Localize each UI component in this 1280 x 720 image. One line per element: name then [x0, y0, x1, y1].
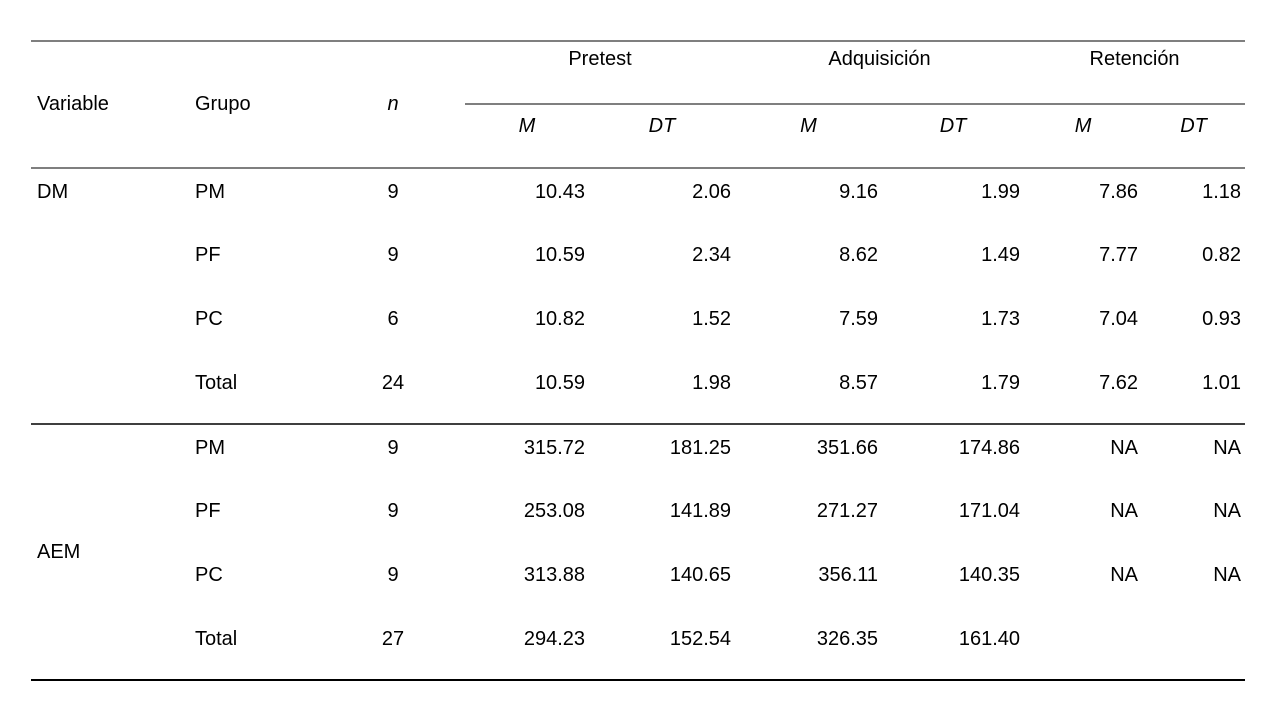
header-pretest-dt: DT: [589, 104, 736, 169]
cell-adq-dt: 1.73: [981, 308, 1021, 330]
cell-adq-dt: 174.86: [958, 437, 1021, 459]
cell-grupo: PF: [195, 244, 221, 266]
spanner-header-row: Variable Grupo n Pretest Adquisición Ret…: [31, 41, 1246, 169]
cell-pretest-dt: 141.89: [669, 500, 732, 522]
cell-ret-m: NA: [1110, 500, 1139, 522]
cell-grupo: PF: [195, 500, 221, 522]
cell-grupo: PM: [195, 181, 225, 203]
cell-adq-dt: 140.35: [958, 564, 1021, 586]
table-row: PC 6 10.82 1.52 7.59 1.73 7.04 0.93: [31, 296, 1245, 360]
cell-grupo: PC: [195, 308, 223, 330]
cell-pretest-m: 10.59: [534, 244, 585, 266]
cell-ret-m: 7.77: [1099, 244, 1139, 266]
cell-n: 24: [321, 360, 465, 425]
cell-ret-m: NA: [1110, 564, 1139, 586]
cell-ret-dt: 0.82: [1202, 244, 1242, 266]
table-row-total-aem: Total 27 294.23 152.54 326.35 161.40: [31, 616, 1245, 680]
cell-adq-dt: 1.99: [981, 181, 1021, 203]
cell-ret-dt: NA: [1213, 500, 1242, 522]
cell-ret-dt: NA: [1213, 437, 1242, 459]
cell-n: 6: [387, 308, 399, 330]
cell-adq-m: 9.16: [839, 181, 879, 203]
cell-adq-m: 351.66: [816, 437, 879, 459]
cell-adq-dt: 1.79: [882, 360, 1025, 425]
header-adq-m: M: [735, 104, 883, 169]
cell-pretest-m: 313.88: [523, 564, 585, 586]
cell-grupo: Total: [195, 628, 238, 650]
table-row-total-dm: Total 24 10.59 1.98 8.57 1.79 7.62 1.01: [31, 360, 1246, 425]
cell-variable-aem: AEM: [37, 540, 81, 563]
cell-grupo: PM: [195, 437, 225, 459]
cell-pretest-m: 10.59: [465, 360, 589, 425]
cell-ret-m: [1024, 616, 1142, 680]
spanner-adquisicion: Adquisición: [735, 41, 1025, 105]
cell-pretest-dt: 2.06: [692, 181, 732, 203]
cell-ret-dt: 1.01: [1142, 360, 1246, 425]
spanner-pretest: Pretest: [465, 41, 736, 105]
table-header: Variable Grupo n Pretest Adquisición Ret…: [31, 41, 1246, 169]
cell-n: 27: [381, 628, 405, 650]
cell-ret-m: 7.04: [1099, 308, 1139, 330]
cell-pretest-dt: 140.65: [669, 564, 732, 586]
cell-pretest-m: 315.72: [523, 437, 585, 459]
cell-adq-dt: 161.40: [958, 628, 1021, 650]
cell-pretest-m: 253.08: [523, 500, 585, 522]
cell-ret-m: 7.62: [1024, 360, 1143, 425]
cell-ret-m: NA: [1110, 437, 1139, 459]
cell-pretest-m: 10.43: [534, 181, 585, 203]
cell-adq-m: 326.35: [816, 628, 879, 650]
table-body: DM PM 9 10.43 2.06 9.16 1.99 7.86 1.18 P…: [31, 168, 1246, 680]
table-row: PF 9 253.08 141.89 271.27 171.04 NA NA: [31, 488, 1245, 552]
cell-pretest-dt: 1.98: [589, 360, 736, 425]
header-adq-dt: DT: [882, 104, 1025, 169]
cell-pretest-dt: 152.54: [669, 628, 732, 650]
cell-n: 9: [387, 500, 399, 522]
cell-grupo: Total: [189, 360, 321, 425]
cell-ret-dt: NA: [1213, 564, 1242, 586]
statistics-table: Variable Grupo n Pretest Adquisición Ret…: [31, 40, 1246, 681]
cell-n: 9: [387, 437, 399, 459]
spanner-retencion: Retención: [1024, 41, 1246, 105]
cell-pretest-dt: 181.25: [669, 437, 732, 459]
table-row: PC 9 313.88 140.65 356.11 140.35 NA NA: [31, 552, 1245, 616]
cell-n: 9: [387, 181, 399, 203]
cell-n: 9: [387, 244, 399, 266]
cell-n: 9: [387, 564, 399, 586]
table-row: DM PM 9 10.43 2.06 9.16 1.99 7.86 1.18: [31, 168, 1245, 425]
header-variable: Variable: [31, 41, 189, 169]
cell-ret-m: 7.86: [1099, 181, 1139, 203]
cell-pretest-dt: 2.34: [692, 244, 732, 266]
header-grupo: Grupo: [189, 41, 321, 169]
header-ret-dt: DT: [1142, 104, 1246, 169]
cell-adq-dt: 171.04: [958, 500, 1021, 522]
stat-header-row: M DT M DT M DT: [31, 104, 1246, 169]
cell-ret-dt: 0.93: [1202, 308, 1242, 330]
cell-adq-m: 8.62: [839, 244, 879, 266]
cell-ret-dt: 1.18: [1202, 181, 1242, 203]
cell-adq-m: 7.59: [839, 308, 879, 330]
header-pretest-m: M: [465, 104, 589, 169]
cell-variable-dm: DM: [31, 168, 189, 425]
table-row: PF 9 10.59 2.34 8.62 1.49 7.77 0.82: [31, 232, 1245, 296]
cell-ret-dt: [1142, 616, 1245, 680]
cell-adq-m: 8.57: [735, 360, 883, 425]
cell-pretest-dt: 1.52: [692, 308, 732, 330]
header-ret-m: M: [1024, 104, 1143, 169]
cell-pretest-m: 294.23: [523, 628, 585, 650]
cell-pretest-m: 10.82: [534, 308, 585, 330]
cell-grupo: PC: [195, 564, 223, 586]
cell-adq-m: 356.11: [818, 564, 879, 586]
cell-adq-dt: 1.49: [981, 244, 1021, 266]
cell-adq-m: 271.27: [816, 500, 879, 522]
header-n: n: [321, 41, 465, 169]
table-row: AEM PM 9 315.72 181.25 351.66 174.86 NA …: [31, 424, 1245, 563]
